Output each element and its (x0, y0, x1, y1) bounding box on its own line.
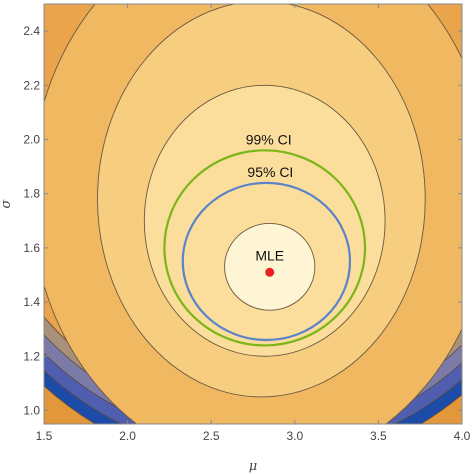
x-tick-label: 4.0 (454, 429, 471, 443)
ci-label-99: 99% CI (246, 131, 292, 147)
y-tick-label: 2.4 (23, 24, 40, 38)
x-tick-label: 1.5 (36, 429, 53, 443)
contour-level-6 (224, 223, 316, 311)
y-tick-label: 1.6 (23, 241, 40, 255)
x-tick-label: 2.5 (203, 429, 220, 443)
ci-contour-95 (181, 181, 352, 342)
y-axis-label: σ (0, 198, 14, 208)
mle-label: MLE (255, 247, 284, 263)
y-tick-label: 1.0 (23, 403, 40, 417)
plot-frame (43, 3, 463, 425)
x-tick-label: 3.5 (370, 429, 387, 443)
contour-level-3 (143, 84, 386, 357)
ci-label-95: 95% CI (247, 164, 293, 180)
y-tick-label: 2.0 (23, 132, 40, 146)
ci-contour-99 (163, 149, 367, 347)
y-tick-label: 1.8 (23, 187, 40, 201)
axis-ticks: 1.5 2.0 2.5 3.0 3.5 4.0 1.0 1.2 1.4 1.6 1.8 2.0 2.2 2… (23, 4, 471, 443)
x-axis-label: μ (249, 459, 257, 474)
mle-point (265, 267, 275, 277)
x-tick-label: 2.0 (119, 429, 136, 443)
y-tick-label: 1.4 (23, 295, 40, 309)
x-tick-label: 3.0 (286, 429, 303, 443)
y-tick-label: 2.2 (23, 78, 40, 92)
y-tick-label: 1.2 (23, 349, 40, 363)
